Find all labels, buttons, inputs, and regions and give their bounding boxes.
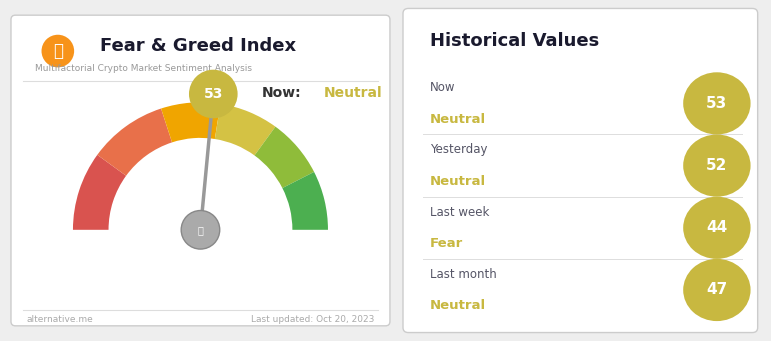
Text: Now:: Now: <box>262 87 301 101</box>
Text: Historical Values: Historical Values <box>429 32 599 50</box>
Text: Multifactorial Crypto Market Sentiment Analysis: Multifactorial Crypto Market Sentiment A… <box>35 64 251 73</box>
Text: Last week: Last week <box>429 206 489 219</box>
FancyBboxPatch shape <box>403 9 758 332</box>
Text: Last month: Last month <box>429 268 497 281</box>
Wedge shape <box>161 102 221 143</box>
Circle shape <box>683 134 751 197</box>
Circle shape <box>683 259 751 321</box>
Circle shape <box>189 70 237 118</box>
Text: alternative.me: alternative.me <box>27 315 94 324</box>
Wedge shape <box>215 104 275 155</box>
Circle shape <box>683 72 751 134</box>
Text: Yesterday: Yesterday <box>429 143 487 157</box>
Text: Neutral: Neutral <box>429 113 486 125</box>
Text: ₿: ₿ <box>197 225 204 235</box>
Text: Now: Now <box>429 81 455 94</box>
Wedge shape <box>97 108 172 176</box>
Text: Neutral: Neutral <box>429 299 486 312</box>
Text: 47: 47 <box>706 282 728 297</box>
Text: Fear: Fear <box>429 237 463 250</box>
Text: Neutral: Neutral <box>429 175 486 188</box>
Text: Neutral: Neutral <box>324 87 382 101</box>
Circle shape <box>42 35 74 68</box>
Circle shape <box>683 197 751 259</box>
Text: Fear & Greed Index: Fear & Greed Index <box>100 37 296 55</box>
Text: 53: 53 <box>204 87 223 101</box>
Wedge shape <box>254 127 314 188</box>
Text: ₿: ₿ <box>53 42 62 60</box>
Wedge shape <box>282 172 328 230</box>
Text: Last updated: Oct 20, 2023: Last updated: Oct 20, 2023 <box>251 315 374 324</box>
Text: 44: 44 <box>706 220 728 235</box>
Text: 52: 52 <box>706 158 728 173</box>
Wedge shape <box>73 155 126 230</box>
Circle shape <box>181 210 220 249</box>
FancyBboxPatch shape <box>11 15 390 326</box>
Text: 53: 53 <box>706 96 728 111</box>
